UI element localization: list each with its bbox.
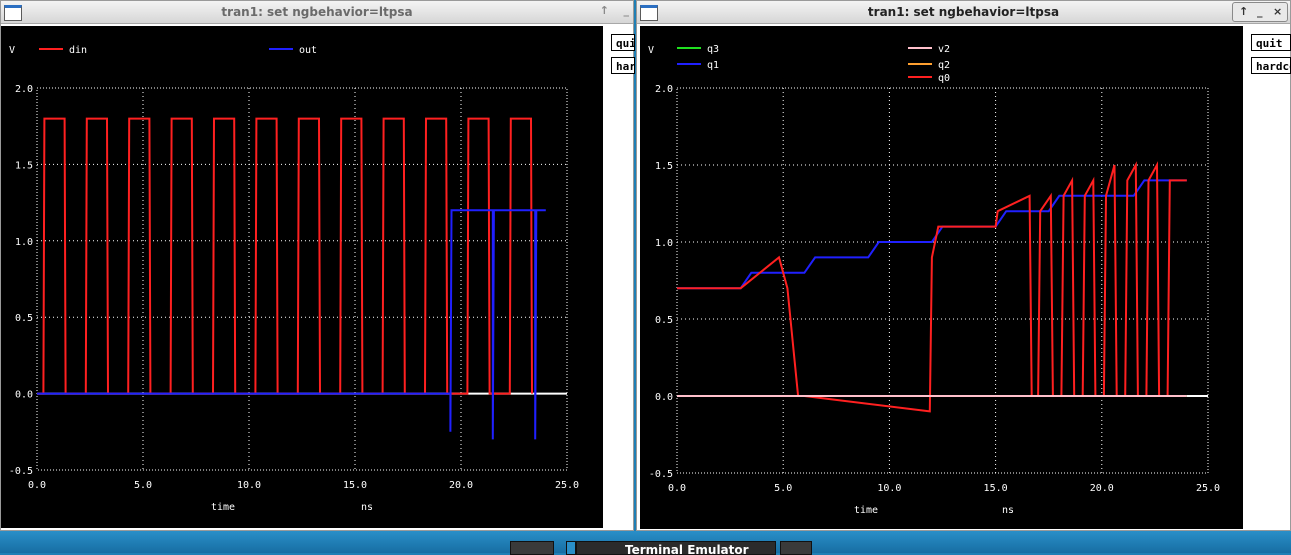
x-tick-label: 10.0 — [877, 483, 901, 494]
window-titlebar[interactable]: tran1: set ngbehavior=ltpsa ↑ _ — [1, 1, 633, 24]
window-title: tran1: set ngbehavior=ltpsa — [867, 5, 1060, 19]
hardcopy-button[interactable]: hardcopy — [611, 57, 635, 74]
y-tick-label: 0.5 — [15, 313, 33, 324]
x-axis-label: time — [211, 502, 235, 513]
x-tick-label: 10.0 — [237, 480, 261, 491]
legend-entry: v2 — [938, 44, 950, 55]
x-axis-label: time — [854, 505, 878, 516]
quit-button[interactable]: quit — [1251, 34, 1291, 51]
minimize-icon[interactable]: _ — [623, 4, 630, 17]
x-tick-label: 25.0 — [1196, 483, 1220, 494]
plot-area: 0.0 5.0 10.0 15.0 20.0 25.0 -0.5 0.0 0.5 1.0 1.5 2.… — [640, 26, 1243, 529]
window-title: tran1: set ngbehavior=ltpsa — [221, 5, 413, 19]
maximize-icon[interactable]: ↑ — [599, 4, 609, 17]
plot-frame — [676, 87, 1209, 474]
x-tick-label: 25.0 — [555, 480, 579, 491]
series-line-din — [37, 117, 533, 395]
legend-entry: q0 — [938, 73, 950, 84]
legend-entry: q3 — [707, 44, 719, 55]
x-tick-label: 0.0 — [668, 483, 686, 494]
window-controls: ↑ _ × — [1232, 2, 1288, 22]
x-axis-unit: ns — [361, 502, 373, 513]
x-tick-label: 20.0 — [1090, 483, 1114, 494]
window-menu-icon[interactable] — [640, 5, 658, 21]
x-tick-label: 0.0 — [28, 480, 46, 491]
y-tick-label: -0.5 — [9, 466, 33, 477]
y-tick-label: 1.0 — [655, 238, 673, 249]
plot-canvas: 0.0 5.0 10.0 15.0 20.0 25.0 -0.5 0.0 0.5 1.0 1.5 2.… — [648, 44, 1220, 516]
maximize-icon[interactable]: ↑ — [1239, 5, 1249, 18]
taskbar-item-label: Terminal Emulator — [625, 543, 749, 555]
y-tick-label: 2.0 — [655, 84, 673, 95]
y-tick-label: 1.5 — [655, 161, 673, 172]
y-tick-label: 2.0 — [15, 84, 33, 95]
y-tick-label: 0.0 — [655, 392, 673, 403]
plot-area: 0.0 5.0 10.0 15.0 20.0 25.0 -0.5 0.0 0.5 1.0 1.5 2.… — [1, 26, 603, 528]
window-titlebar[interactable]: tran1: set ngbehavior=ltpsa ↑ _ × — [637, 1, 1290, 24]
series-line-out — [37, 209, 546, 440]
y-tick-label: -0.5 — [649, 469, 673, 480]
legend-entry: din — [69, 45, 87, 56]
quit-button[interactable]: quit — [611, 34, 635, 51]
y-axis-label: V — [9, 45, 15, 56]
x-tick-label: 15.0 — [984, 483, 1008, 494]
x-tick-label: 5.0 — [134, 480, 152, 491]
y-tick-label: 0.0 — [15, 390, 33, 401]
x-tick-label: 5.0 — [774, 483, 792, 494]
plot-canvas: 0.0 5.0 10.0 15.0 20.0 25.0 -0.5 0.0 0.5 1.0 1.5 2.… — [9, 45, 579, 513]
legend-entry: out — [299, 45, 317, 56]
plot-window-left[interactable]: tran1: set ngbehavior=ltpsa ↑ _ 0.0 5.0 10… — [0, 0, 635, 531]
x-tick-label: 15.0 — [343, 480, 367, 491]
x-tick-label: 20.0 — [449, 480, 473, 491]
legend-entry: q2 — [938, 60, 950, 71]
y-tick-label: 1.0 — [15, 237, 33, 248]
plot-window-right[interactable]: tran1: set ngbehavior=ltpsa ↑ _ × 0.0 5.0… — [636, 0, 1291, 531]
y-tick-label: 1.5 — [15, 160, 33, 171]
hardcopy-button[interactable]: hardcopy — [1251, 57, 1291, 74]
close-icon[interactable]: × — [1273, 5, 1283, 18]
series-line-q0 — [677, 161, 1187, 413]
taskbar: Terminal Emulator — [0, 531, 1291, 555]
minimize-icon[interactable]: _ — [1257, 5, 1263, 18]
plot-frame — [36, 87, 568, 471]
y-tick-label: 0.5 — [655, 315, 673, 326]
x-axis-unit: ns — [1002, 505, 1014, 516]
y-axis-label: V — [648, 45, 654, 56]
window-menu-icon[interactable] — [4, 5, 22, 21]
legend-entry: q1 — [707, 60, 719, 71]
